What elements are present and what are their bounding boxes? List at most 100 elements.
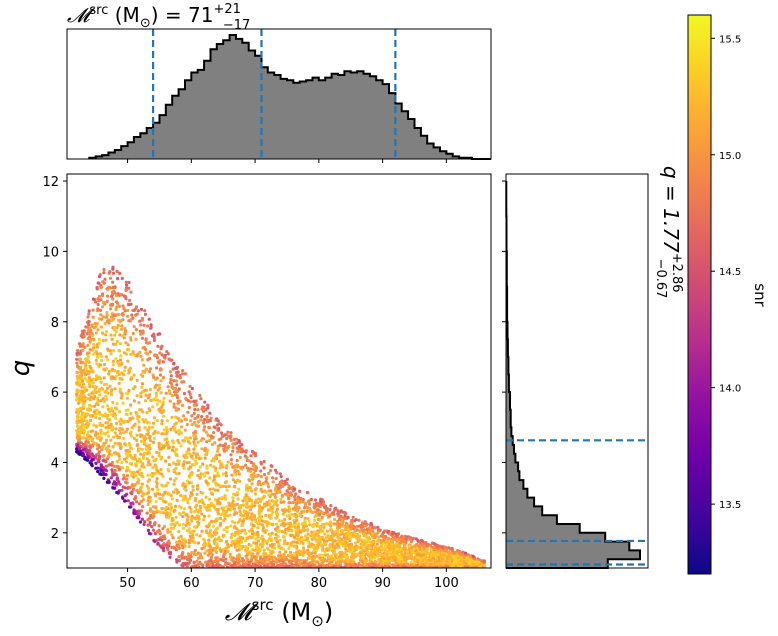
scatter-point (391, 532, 395, 536)
scatter-point (288, 521, 292, 526)
scatter-point (177, 558, 181, 563)
scatter-point (124, 297, 128, 301)
scatter-point (345, 549, 349, 553)
scatter-point (288, 517, 292, 521)
scatter-point (160, 405, 164, 409)
scatter-point (158, 530, 162, 534)
scatter-point (358, 564, 362, 568)
scatter-point (143, 451, 147, 455)
scatter-point (204, 495, 208, 499)
scatter-point (214, 481, 218, 485)
scatter-point (143, 440, 147, 444)
scatter-point (221, 444, 225, 448)
scatter-point (136, 470, 140, 474)
scatter-point (293, 545, 297, 549)
scatter-point (377, 528, 381, 533)
scatter-point (181, 522, 185, 526)
scatter-point (232, 484, 237, 488)
scatter-point (149, 323, 153, 327)
scatter-point (120, 276, 124, 280)
scatter-point (202, 428, 206, 432)
scatter-point (302, 538, 306, 542)
scatter-point (116, 323, 120, 328)
scatter-point (443, 549, 447, 553)
scatter-point (81, 348, 85, 352)
scatter-point (114, 330, 118, 334)
scatter-point (215, 563, 220, 567)
scatter-point (231, 445, 235, 449)
scatter-point (307, 556, 311, 561)
scatter-point (215, 556, 219, 560)
scatter-point (316, 560, 320, 564)
scatter-point (239, 466, 243, 470)
scatter-point (198, 504, 202, 509)
scatter-point (144, 418, 148, 422)
scatter-point (222, 528, 226, 532)
scatter-point (77, 401, 81, 405)
scatter-point (104, 333, 108, 337)
scatter-point (213, 529, 218, 533)
scatter-point (160, 497, 164, 501)
scatter-point (314, 513, 318, 518)
scatter-point (205, 466, 209, 470)
scatter-point (266, 562, 270, 566)
scatter-point (462, 554, 466, 558)
scatter-point (230, 558, 234, 562)
scatter-point (85, 379, 89, 383)
scatter-point (242, 558, 246, 563)
scatter-point (140, 318, 144, 322)
scatter-point (117, 304, 121, 308)
scatter-point (140, 385, 144, 389)
scatter-point (323, 543, 328, 547)
scatter-point (297, 522, 301, 526)
scatter-point (125, 451, 129, 456)
scatter-point (180, 372, 185, 376)
scatter-point (280, 529, 284, 534)
scatter-point (118, 457, 122, 461)
scatter-point (152, 416, 156, 420)
scatter-point (229, 524, 233, 528)
scatter-point (482, 559, 486, 564)
scatter-point (202, 504, 206, 508)
scatter-point (400, 560, 404, 564)
scatter-point (254, 537, 258, 541)
scatter-point (295, 541, 299, 545)
scatter-point (83, 361, 87, 365)
scatter-point (233, 542, 237, 547)
scatter-point (134, 337, 138, 341)
scatter-point (92, 441, 96, 445)
scatter-point (247, 485, 251, 489)
scatter-point (165, 419, 169, 423)
scatter-point (252, 541, 256, 545)
scatter-point (343, 536, 347, 540)
scatter-point (188, 531, 192, 535)
scatter-point (91, 429, 95, 433)
scatter-point (139, 395, 143, 399)
scatter-point (223, 562, 228, 567)
top-marginal-panel: 𝓜src (M⊙) = 71+21 −17 (66, 2, 492, 163)
scatter-point (155, 477, 159, 481)
scatter-point (151, 405, 155, 409)
scatter-point (289, 550, 293, 555)
scatter-point (107, 444, 111, 448)
scatter-point (354, 518, 358, 522)
scatter-point (435, 546, 439, 550)
scatter-point (181, 515, 185, 519)
scatter-point (171, 490, 176, 494)
scatter-point (109, 307, 113, 311)
scatter-point (186, 552, 190, 556)
scatter-point (87, 312, 91, 316)
scatter-point (377, 558, 381, 562)
scatter-point (122, 307, 126, 311)
scatter-point (115, 269, 119, 273)
scatter-point (337, 555, 341, 559)
scatter-point (101, 459, 105, 463)
scatter-point (220, 506, 224, 510)
scatter-point (117, 468, 121, 472)
scatter-point (300, 510, 304, 514)
scatter-point (233, 539, 238, 543)
scatter-point (139, 509, 143, 513)
scatter-point (328, 565, 332, 568)
scatter-point (343, 539, 347, 543)
